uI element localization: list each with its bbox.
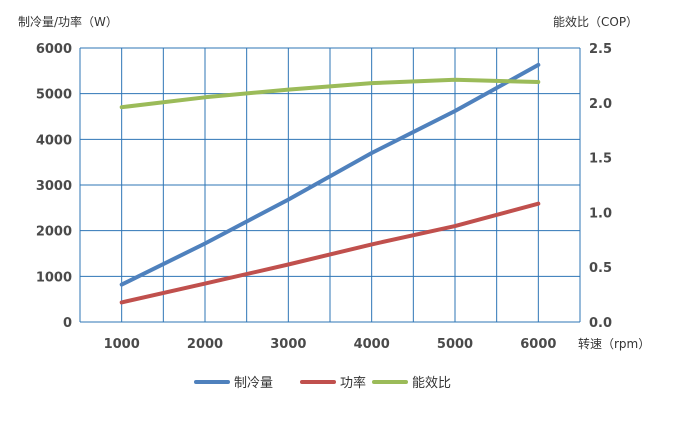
series-line-制冷量 [119,62,541,287]
legend: 制冷量 功率 能效比 [194,375,451,391]
x-tick-label: 6000 [520,337,556,352]
x-tick-label: 5000 [437,337,473,352]
y-right-tick-label: 2.0 [589,97,612,112]
y-right-tick-label: 1.0 [589,206,612,221]
y-right-tick-label: 2.5 [589,42,612,57]
y-right-tick-label: 0.0 [589,316,612,331]
y-axis-right-title: 能效比（COP） [553,14,638,29]
legend-label: 能效比 [412,376,451,391]
x-tick-label: 4000 [354,337,390,352]
legend-label: 功率 [340,375,366,391]
tick-labels: 0 1000 2000 3000 4000 5000 6000 0.0 0.5 1.0 1.5 2.0… [36,42,612,352]
y-left-tick-label: 6000 [36,42,72,57]
x-axis-title: 转速（rpm） [578,336,650,351]
grid [79,47,581,323]
x-tick-label: 3000 [270,337,306,352]
series-lines [119,62,541,305]
y-left-tick-label: 3000 [36,179,72,194]
y-left-tick-label: 0 [63,316,72,331]
y-right-tick-label: 1.5 [589,152,612,167]
y-right-tick-label: 0.5 [589,261,612,276]
x-tick-label: 1000 [104,337,140,352]
x-tick-label: 2000 [187,337,223,352]
y-axis-left-title: 制冷量/功率（W） [18,14,118,29]
y-left-tick-label: 2000 [36,225,72,240]
legend-label: 制冷量 [234,376,273,391]
series-line-功率 [119,201,541,305]
y-left-tick-label: 4000 [36,133,72,148]
series-line-能效比 [119,77,541,110]
y-left-tick-label: 5000 [36,88,72,103]
y-left-tick-label: 1000 [36,270,72,285]
